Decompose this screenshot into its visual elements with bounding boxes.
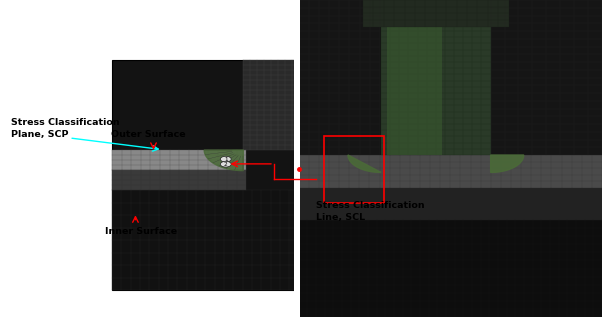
Circle shape [220,156,231,162]
Bar [363,0,509,27]
Polygon shape [491,155,524,172]
Text: Inner Surface: Inner Surface [105,227,178,236]
Bar [299,155,602,187]
Bar [294,0,300,317]
Bar [243,60,299,150]
Bar [0,0,295,317]
Bar [491,0,602,155]
Text: Stress Classification
Line, SCL: Stress Classification Line, SCL [316,201,424,222]
Text: Stress Classification
Plane, SCP: Stress Classification Plane, SCP [11,118,119,139]
Polygon shape [348,155,381,172]
Text: 1: 1 [224,157,228,162]
Bar [112,170,246,190]
Bar [299,0,380,155]
Text: 2: 2 [224,162,228,167]
Bar [112,190,299,290]
Bar [112,60,299,290]
Text: Outer Surface: Outer Surface [111,131,186,139]
Bar [324,136,384,203]
Bar [299,220,602,317]
Bar [299,187,602,220]
Bar [387,0,442,155]
Bar [299,0,602,317]
Polygon shape [204,150,243,171]
Circle shape [220,161,231,167]
Bar [381,0,491,155]
Bar [112,150,246,170]
